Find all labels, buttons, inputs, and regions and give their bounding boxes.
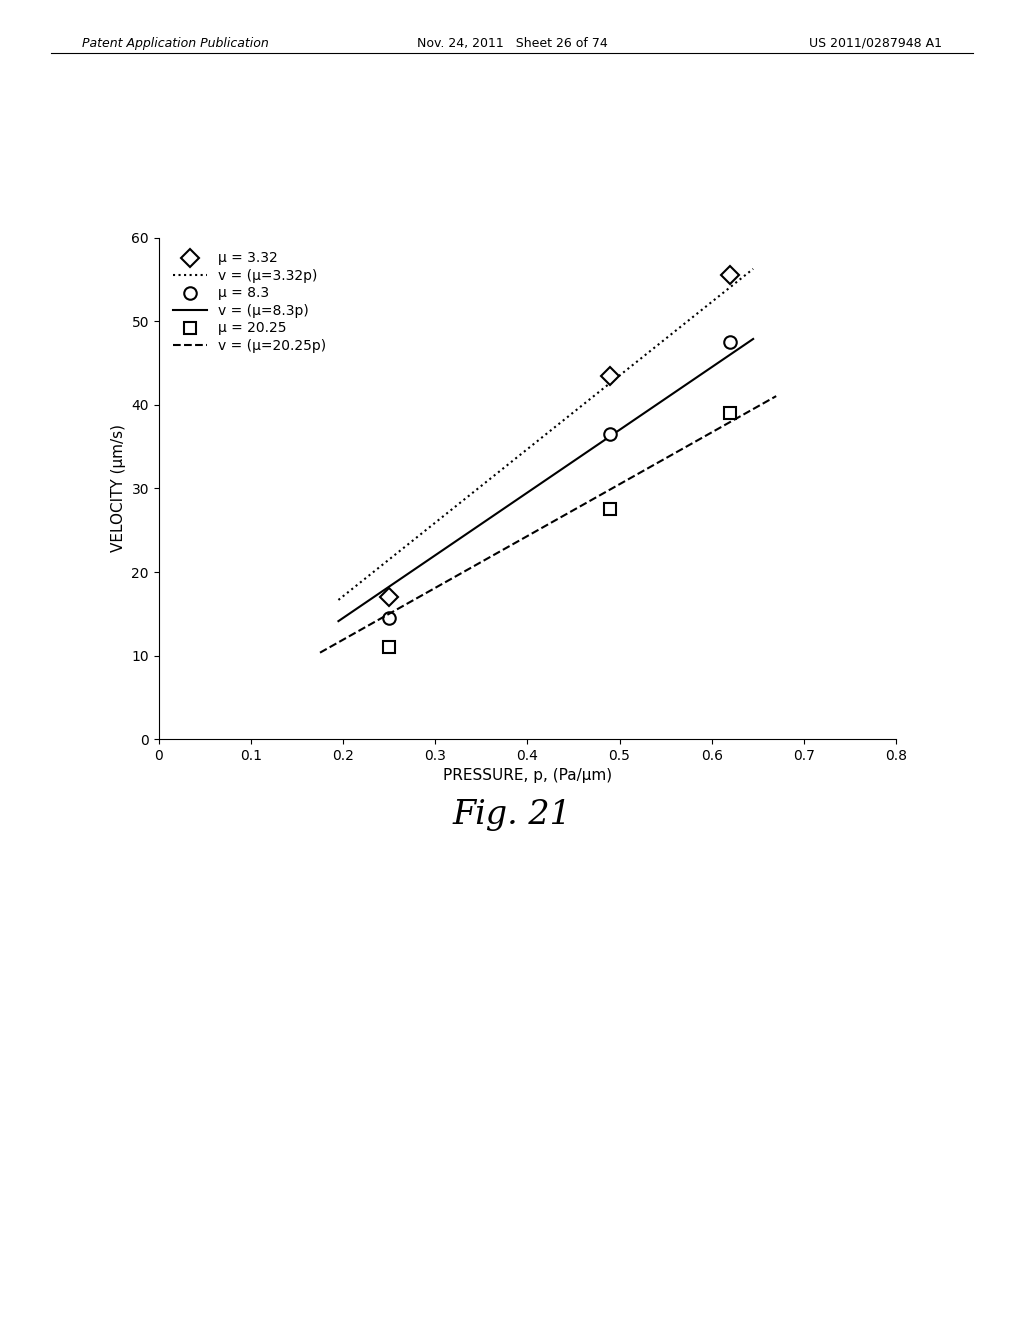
Y-axis label: VELOCITY (μm/s): VELOCITY (μm/s) [111, 425, 126, 552]
X-axis label: PRESSURE, p, (Pa/μm): PRESSURE, p, (Pa/μm) [442, 768, 612, 784]
Legend: μ = 3.32, v = (μ=3.32p), μ = 8.3, v = (μ=8.3p), μ = 20.25, v = (μ=20.25p): μ = 3.32, v = (μ=3.32p), μ = 8.3, v = (μ… [166, 244, 334, 360]
Text: Nov. 24, 2011   Sheet 26 of 74: Nov. 24, 2011 Sheet 26 of 74 [417, 37, 607, 50]
Text: Patent Application Publication: Patent Application Publication [82, 37, 268, 50]
Text: Fig. 21: Fig. 21 [453, 799, 571, 830]
Text: US 2011/0287948 A1: US 2011/0287948 A1 [809, 37, 942, 50]
